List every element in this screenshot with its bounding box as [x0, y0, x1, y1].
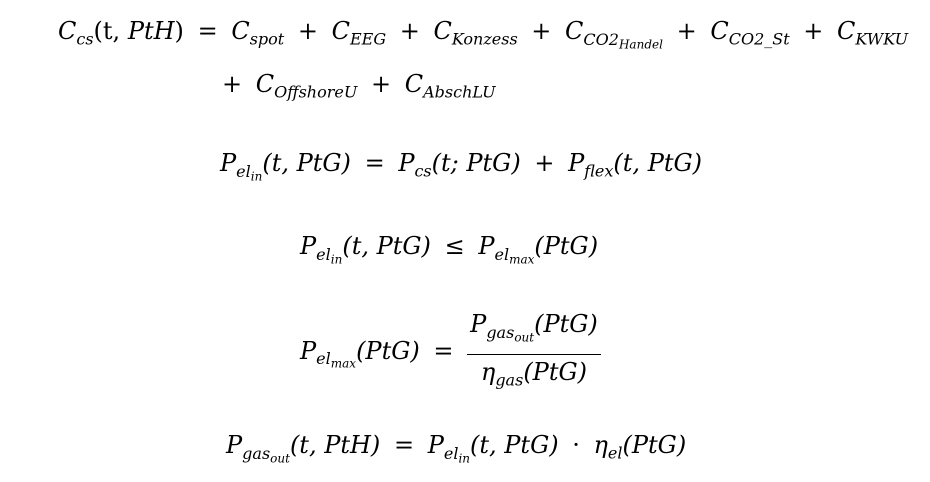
subscript-CO2-text: CO2: [583, 29, 619, 49]
subscript-cs: cs: [76, 29, 94, 49]
args-ptg: (PtG): [534, 310, 598, 338]
subscript-gas-text: gas: [486, 322, 515, 342]
multiplication-dot: ·: [572, 431, 580, 459]
args-ptg: (PtG): [523, 358, 588, 387]
subscript-Konzess: Konzess: [451, 29, 518, 49]
subsubscript-in: in: [250, 169, 263, 184]
subsubscript-out: out: [270, 451, 290, 466]
subscript-AbschLU: AbschLU: [423, 82, 496, 102]
equals-sign: =: [433, 336, 454, 365]
args-t-ptg: (t, PtG): [470, 431, 559, 459]
args-t-ptg: (t, PtG): [262, 149, 351, 177]
plus-sign: +: [803, 17, 824, 45]
args-ptg: (PtG): [534, 232, 599, 260]
symbol-C: C: [58, 17, 77, 45]
symbol-C: C: [710, 17, 729, 45]
plus-sign: +: [222, 70, 243, 98]
symbol-C: C: [433, 17, 452, 45]
subscript-spot: spot: [249, 29, 285, 49]
subsubscript-max: max: [330, 357, 357, 372]
equals-sign: =: [197, 17, 218, 45]
args-ptg: (PtG): [356, 336, 420, 365]
symbol-P: P: [427, 431, 444, 459]
symbol-C: C: [565, 17, 584, 45]
subscript-el: elin: [236, 161, 263, 184]
fraction-numerator: Pgasout(PtG): [467, 309, 601, 356]
args-t-ptg: (t, PtG): [342, 232, 431, 260]
subscript-el: elin: [443, 443, 471, 466]
plus-sign: +: [297, 17, 318, 45]
equals-sign: =: [364, 149, 385, 177]
subsubscript-in: in: [330, 252, 343, 267]
symbol-P: P: [300, 232, 317, 260]
symbol-C: C: [404, 70, 424, 98]
symbol-P: P: [220, 149, 237, 177]
equation-1-line-2: + COffshoreU + CAbschLU: [222, 69, 496, 108]
symbol-P: P: [568, 149, 585, 177]
args-t-ptg: (t, PtG): [613, 149, 703, 177]
symbol-P: P: [300, 336, 317, 365]
symbol-P: P: [398, 149, 415, 177]
symbol-C: C: [837, 17, 856, 45]
equation-5: Pgasout(t, PtH) = Pelin(t, PtG) · ηel(Pt…: [226, 430, 686, 473]
symbol-C: C: [231, 17, 250, 45]
args-close: ): [174, 17, 184, 45]
subscript-cs: cs: [414, 161, 432, 181]
subsubscript-max: max: [509, 252, 535, 267]
equation-3: Pelin(t, PtG) ≤ Pelmax(PtG): [300, 231, 598, 274]
subsubscript-in: in: [458, 451, 471, 466]
symbol-P: P: [470, 310, 487, 338]
symbol-C: C: [331, 17, 350, 45]
subscript-KWKU: KWKU: [855, 29, 909, 49]
subscript-el-text: el: [316, 244, 331, 264]
equation-4: Pelmax(PtG) = Pgasout(PtG) ηgas(PtG): [300, 309, 601, 396]
symbol-eta: η: [593, 431, 608, 459]
equation-2: Pelin(t, PtG) = Pcs(t; PtG) + Pflex(t, P…: [220, 148, 702, 191]
symbol-P: P: [226, 431, 243, 459]
subscript-gas: gasout: [242, 443, 290, 466]
less-equal-sign: ≤: [444, 232, 465, 260]
subscript-el: elmax: [316, 349, 357, 372]
symbol-P: P: [478, 232, 495, 260]
subsubscript-Handel: Handel: [618, 37, 663, 52]
plus-sign: +: [399, 17, 420, 45]
subscript-OffshoreU: OffshoreU: [274, 82, 358, 102]
subscript-EEG: EEG: [349, 29, 387, 49]
subscript-CO2-St: CO2_St: [728, 29, 790, 49]
subscript-CO2: CO2Handel: [583, 29, 663, 52]
fraction-denominator: ηgas(PtG): [467, 355, 601, 396]
plus-sign: +: [676, 17, 697, 45]
subscript-el: elmax: [494, 244, 535, 267]
subscript-gas-text: gas: [242, 443, 271, 463]
args-open: (t,: [93, 17, 128, 45]
subscript-el-text: el: [236, 161, 251, 181]
args-ptg: (PtG): [622, 431, 687, 459]
subscript-gas: gasout: [486, 322, 535, 345]
equals-sign: =: [393, 431, 415, 459]
equation-1-line-1: Ccs(t, PtH) = Cspot + CEEG + CKonzess + …: [58, 16, 908, 59]
subscript-gas: gas: [495, 370, 524, 390]
fraction: Pgasout(PtG) ηgas(PtG): [467, 309, 601, 396]
symbol-eta: η: [480, 358, 496, 387]
subscript-el-text: el: [443, 443, 459, 463]
subsubscript-out: out: [514, 330, 535, 345]
subscript-el: el: [607, 443, 623, 463]
args-t-semi-ptg: (t; PtG): [431, 149, 521, 177]
arg-PtH: PtH: [127, 17, 175, 45]
plus-sign: +: [534, 149, 555, 177]
subscript-flex: flex: [584, 161, 614, 181]
subscript-el-text: el: [316, 349, 331, 369]
args-t-pth: (t, PtH): [289, 431, 381, 459]
symbol-C: C: [255, 70, 275, 98]
plus-sign: +: [531, 17, 552, 45]
subscript-el: elin: [316, 244, 343, 267]
subscript-el-text: el: [494, 244, 510, 264]
plus-sign: +: [370, 70, 392, 98]
